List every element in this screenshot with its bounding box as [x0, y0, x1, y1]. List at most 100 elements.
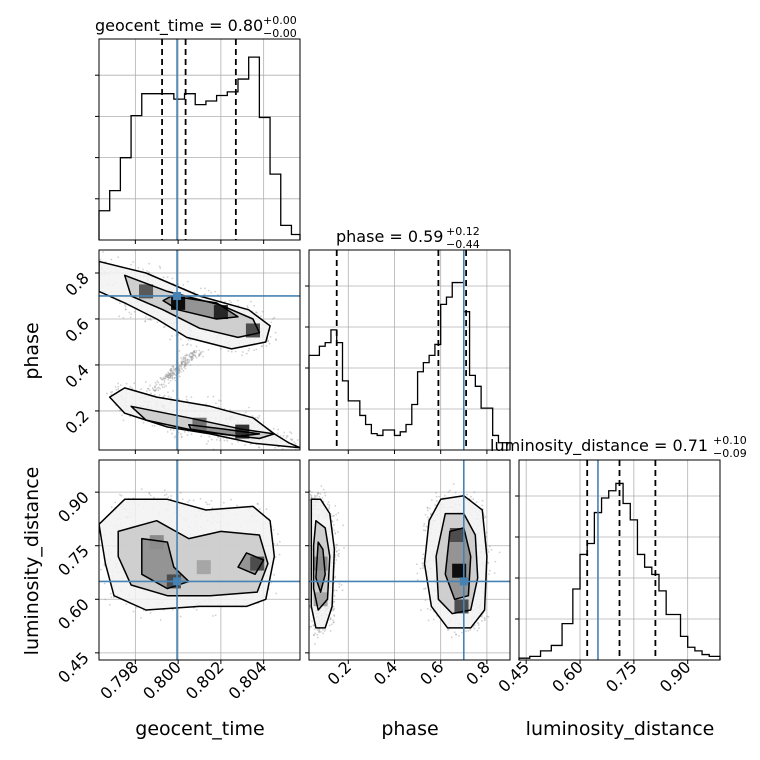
sample-point [179, 364, 182, 367]
sample-point [152, 389, 155, 392]
sample-point [328, 506, 331, 509]
sample-point [177, 366, 180, 369]
sample-point [129, 385, 132, 388]
sample-point [154, 385, 156, 388]
sample-point [422, 529, 425, 532]
sample-point [319, 631, 322, 633]
sample-point [226, 439, 229, 442]
sample-point [309, 606, 312, 609]
sample-point [162, 377, 164, 380]
sample-point [447, 628, 450, 631]
x-tick-label-geocent-time: 0.798 [96, 657, 142, 703]
sample-point [487, 548, 489, 551]
sample-point [174, 377, 176, 379]
sample-point [191, 353, 194, 356]
sample-point [485, 531, 488, 534]
sample-point [170, 495, 173, 497]
x-tick-label-geocent-time: 0.800 [139, 657, 185, 703]
sample-point [166, 376, 169, 378]
sample-point [145, 390, 148, 392]
sample-point [96, 522, 98, 524]
sample-point [167, 371, 169, 374]
sample-point [191, 353, 194, 356]
sample-point [96, 277, 98, 279]
sample-point [129, 415, 131, 418]
sample-point [133, 310, 136, 313]
sample-point [305, 510, 307, 512]
sample-point [190, 352, 193, 355]
sample-point [272, 427, 275, 430]
sample-point [230, 301, 233, 304]
sample-point [435, 492, 438, 494]
sample-point [171, 432, 173, 435]
contour-line-outer [423, 494, 488, 629]
sample-point [172, 372, 175, 375]
sample-point [290, 455, 292, 457]
sample-point [314, 494, 316, 497]
sample-point [189, 355, 192, 358]
sample-point [154, 389, 157, 392]
sample-point [169, 376, 172, 379]
contour-line-inner [188, 423, 261, 437]
sample-point [99, 544, 102, 547]
sample-point [415, 563, 418, 566]
title-phase-sup: +0.12 [446, 225, 480, 238]
y-tick-label-luminosity-distance: 0.45 [54, 648, 93, 687]
sample-point [159, 376, 162, 379]
x-tick-label-luminosity-distance: 0.90 [656, 657, 695, 696]
sample-point [172, 365, 175, 368]
sample-point [174, 374, 177, 377]
sample-point [265, 508, 268, 511]
sample-point [319, 492, 322, 495]
sample-point [223, 439, 226, 442]
sample-point [246, 306, 249, 309]
sample-point [486, 615, 489, 618]
sample-point [161, 378, 164, 381]
sample-point [470, 495, 472, 498]
panel-content [305, 460, 510, 660]
sample-point [171, 377, 174, 380]
sample-point [332, 608, 334, 611]
sample-point [178, 371, 180, 374]
sample-point [342, 524, 344, 527]
x-tick-label-geocent-time: 0.802 [182, 657, 228, 703]
sample-point [318, 495, 321, 498]
sample-point [262, 421, 265, 424]
sample-point [146, 270, 148, 272]
sample-point [182, 284, 185, 286]
sample-point [326, 503, 329, 506]
sample-point [484, 617, 486, 620]
contour-line-middle [312, 519, 331, 611]
sample-point [286, 435, 289, 437]
sample-point [185, 353, 188, 356]
sample-point [313, 496, 316, 499]
sample-point [214, 290, 216, 293]
sample-point [149, 317, 152, 320]
x-tick-label-phase: 0.6 [416, 657, 447, 688]
sample-point [236, 504, 238, 507]
sample-point [227, 350, 230, 352]
sample-point [333, 615, 336, 617]
sample-point [110, 258, 113, 261]
contour-line-inner [237, 552, 265, 576]
sample-point [181, 368, 184, 371]
sample-point [174, 369, 177, 372]
sample-point [167, 378, 170, 381]
sample-point [310, 496, 313, 499]
sample-point [316, 494, 319, 497]
contour-line-middle [123, 274, 261, 339]
sample-point [422, 564, 424, 567]
sample-point [179, 338, 182, 341]
sample-point [96, 260, 98, 262]
sample-point [195, 345, 198, 348]
sample-point [195, 608, 198, 611]
panel-content [96, 250, 300, 457]
sample-point [171, 371, 174, 374]
sample-point [289, 438, 292, 441]
sample-point [144, 320, 147, 322]
sample-point [135, 606, 138, 609]
sample-point [269, 335, 272, 338]
sample-point [160, 383, 163, 386]
sample-point [110, 506, 113, 509]
